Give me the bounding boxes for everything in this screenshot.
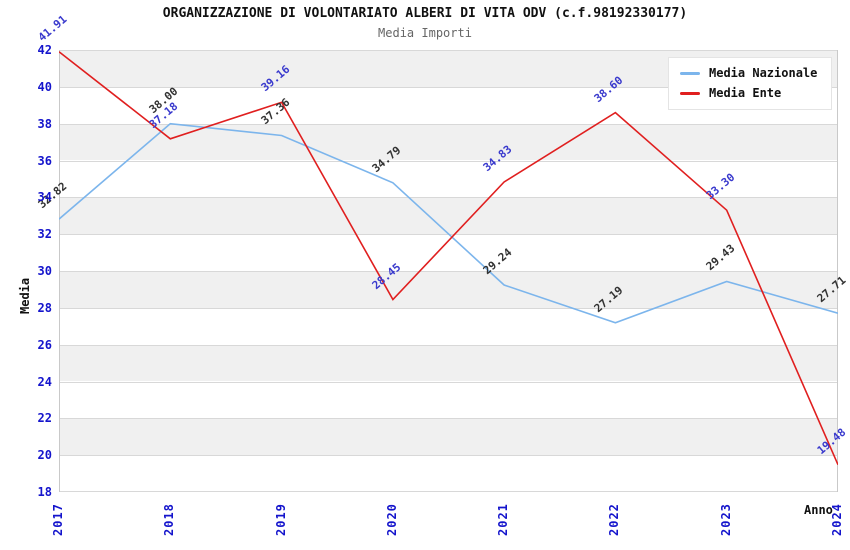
legend: Media Nazionale Media Ente — [668, 57, 833, 110]
x-tick-label: 2018 — [162, 503, 177, 536]
x-tick-label: 2021 — [496, 503, 511, 536]
plot-border — [59, 50, 60, 492]
legend-swatch-media-nazionale — [680, 71, 700, 75]
gridline — [59, 271, 838, 272]
x-tick-label: 2019 — [273, 503, 288, 536]
plot-band — [59, 197, 838, 235]
gridline — [59, 345, 838, 346]
x-axis-title: Anno — [804, 503, 833, 517]
gridline — [59, 455, 838, 456]
chart-title: ORGANIZZAZIONE DI VOLONTARIATO ALBERI DI… — [162, 6, 688, 21]
plot-band — [59, 455, 838, 492]
plot-band — [59, 381, 838, 419]
x-tick-label: 2023 — [718, 503, 733, 536]
series-line-media-ente[interactable] — [59, 51, 838, 466]
plot-band — [59, 160, 838, 198]
legend-swatch-media-ente — [680, 91, 700, 95]
x-tick-label: 2022 — [607, 503, 622, 536]
x-tick-label: 2024 — [830, 503, 844, 536]
legend-item-media-nazionale[interactable]: Media Nazionale — [680, 66, 817, 80]
gridline — [59, 491, 838, 492]
gridline — [59, 197, 838, 198]
y-tick-label: 42 — [37, 43, 52, 57]
y-tick-label: 20 — [37, 448, 52, 463]
gridline — [59, 308, 838, 309]
legend-label-media-nazionale: Media Nazionale — [709, 66, 818, 80]
plot-band — [59, 123, 838, 161]
gridline — [59, 161, 838, 162]
y-tick-label: 28 — [37, 300, 52, 315]
chart-subtitle: Media Importi — [378, 26, 472, 40]
x-tick-label: 2020 — [384, 503, 399, 536]
legend-item-media-ente[interactable]: Media Ente — [680, 86, 817, 100]
series-lines — [59, 51, 838, 466]
y-tick-label: 34 — [37, 190, 52, 205]
plot-band — [59, 271, 838, 308]
y-tick-label: 40 — [37, 79, 52, 94]
gridline — [59, 418, 838, 419]
plot-band — [59, 307, 838, 345]
gridline — [59, 124, 838, 125]
y-tick-label: 36 — [37, 153, 52, 168]
y-tick-label: 24 — [37, 374, 52, 389]
series-line-media-nazionale[interactable] — [59, 122, 838, 324]
y-tick-label: 32 — [37, 227, 52, 242]
gridline — [59, 382, 838, 383]
y-tick-label: 30 — [37, 264, 52, 278]
plot-band — [59, 418, 838, 456]
plot-area: 32.82 38.00 37.36 34.79 29.24 27.19 29.43 27.71… — [36, 12, 848, 492]
y-tick-label: 18 — [37, 485, 52, 499]
plot-band — [59, 344, 838, 382]
x-tick-label: 2017 — [51, 503, 65, 536]
y-tick-label: 26 — [37, 337, 52, 352]
y-tick-label: 22 — [37, 411, 52, 426]
y-tick-label: 38 — [37, 116, 52, 131]
plot-border — [837, 50, 838, 492]
gridline — [59, 87, 838, 88]
legend-label-media-ente: Media Ente — [709, 86, 782, 100]
gridline — [59, 50, 838, 51]
